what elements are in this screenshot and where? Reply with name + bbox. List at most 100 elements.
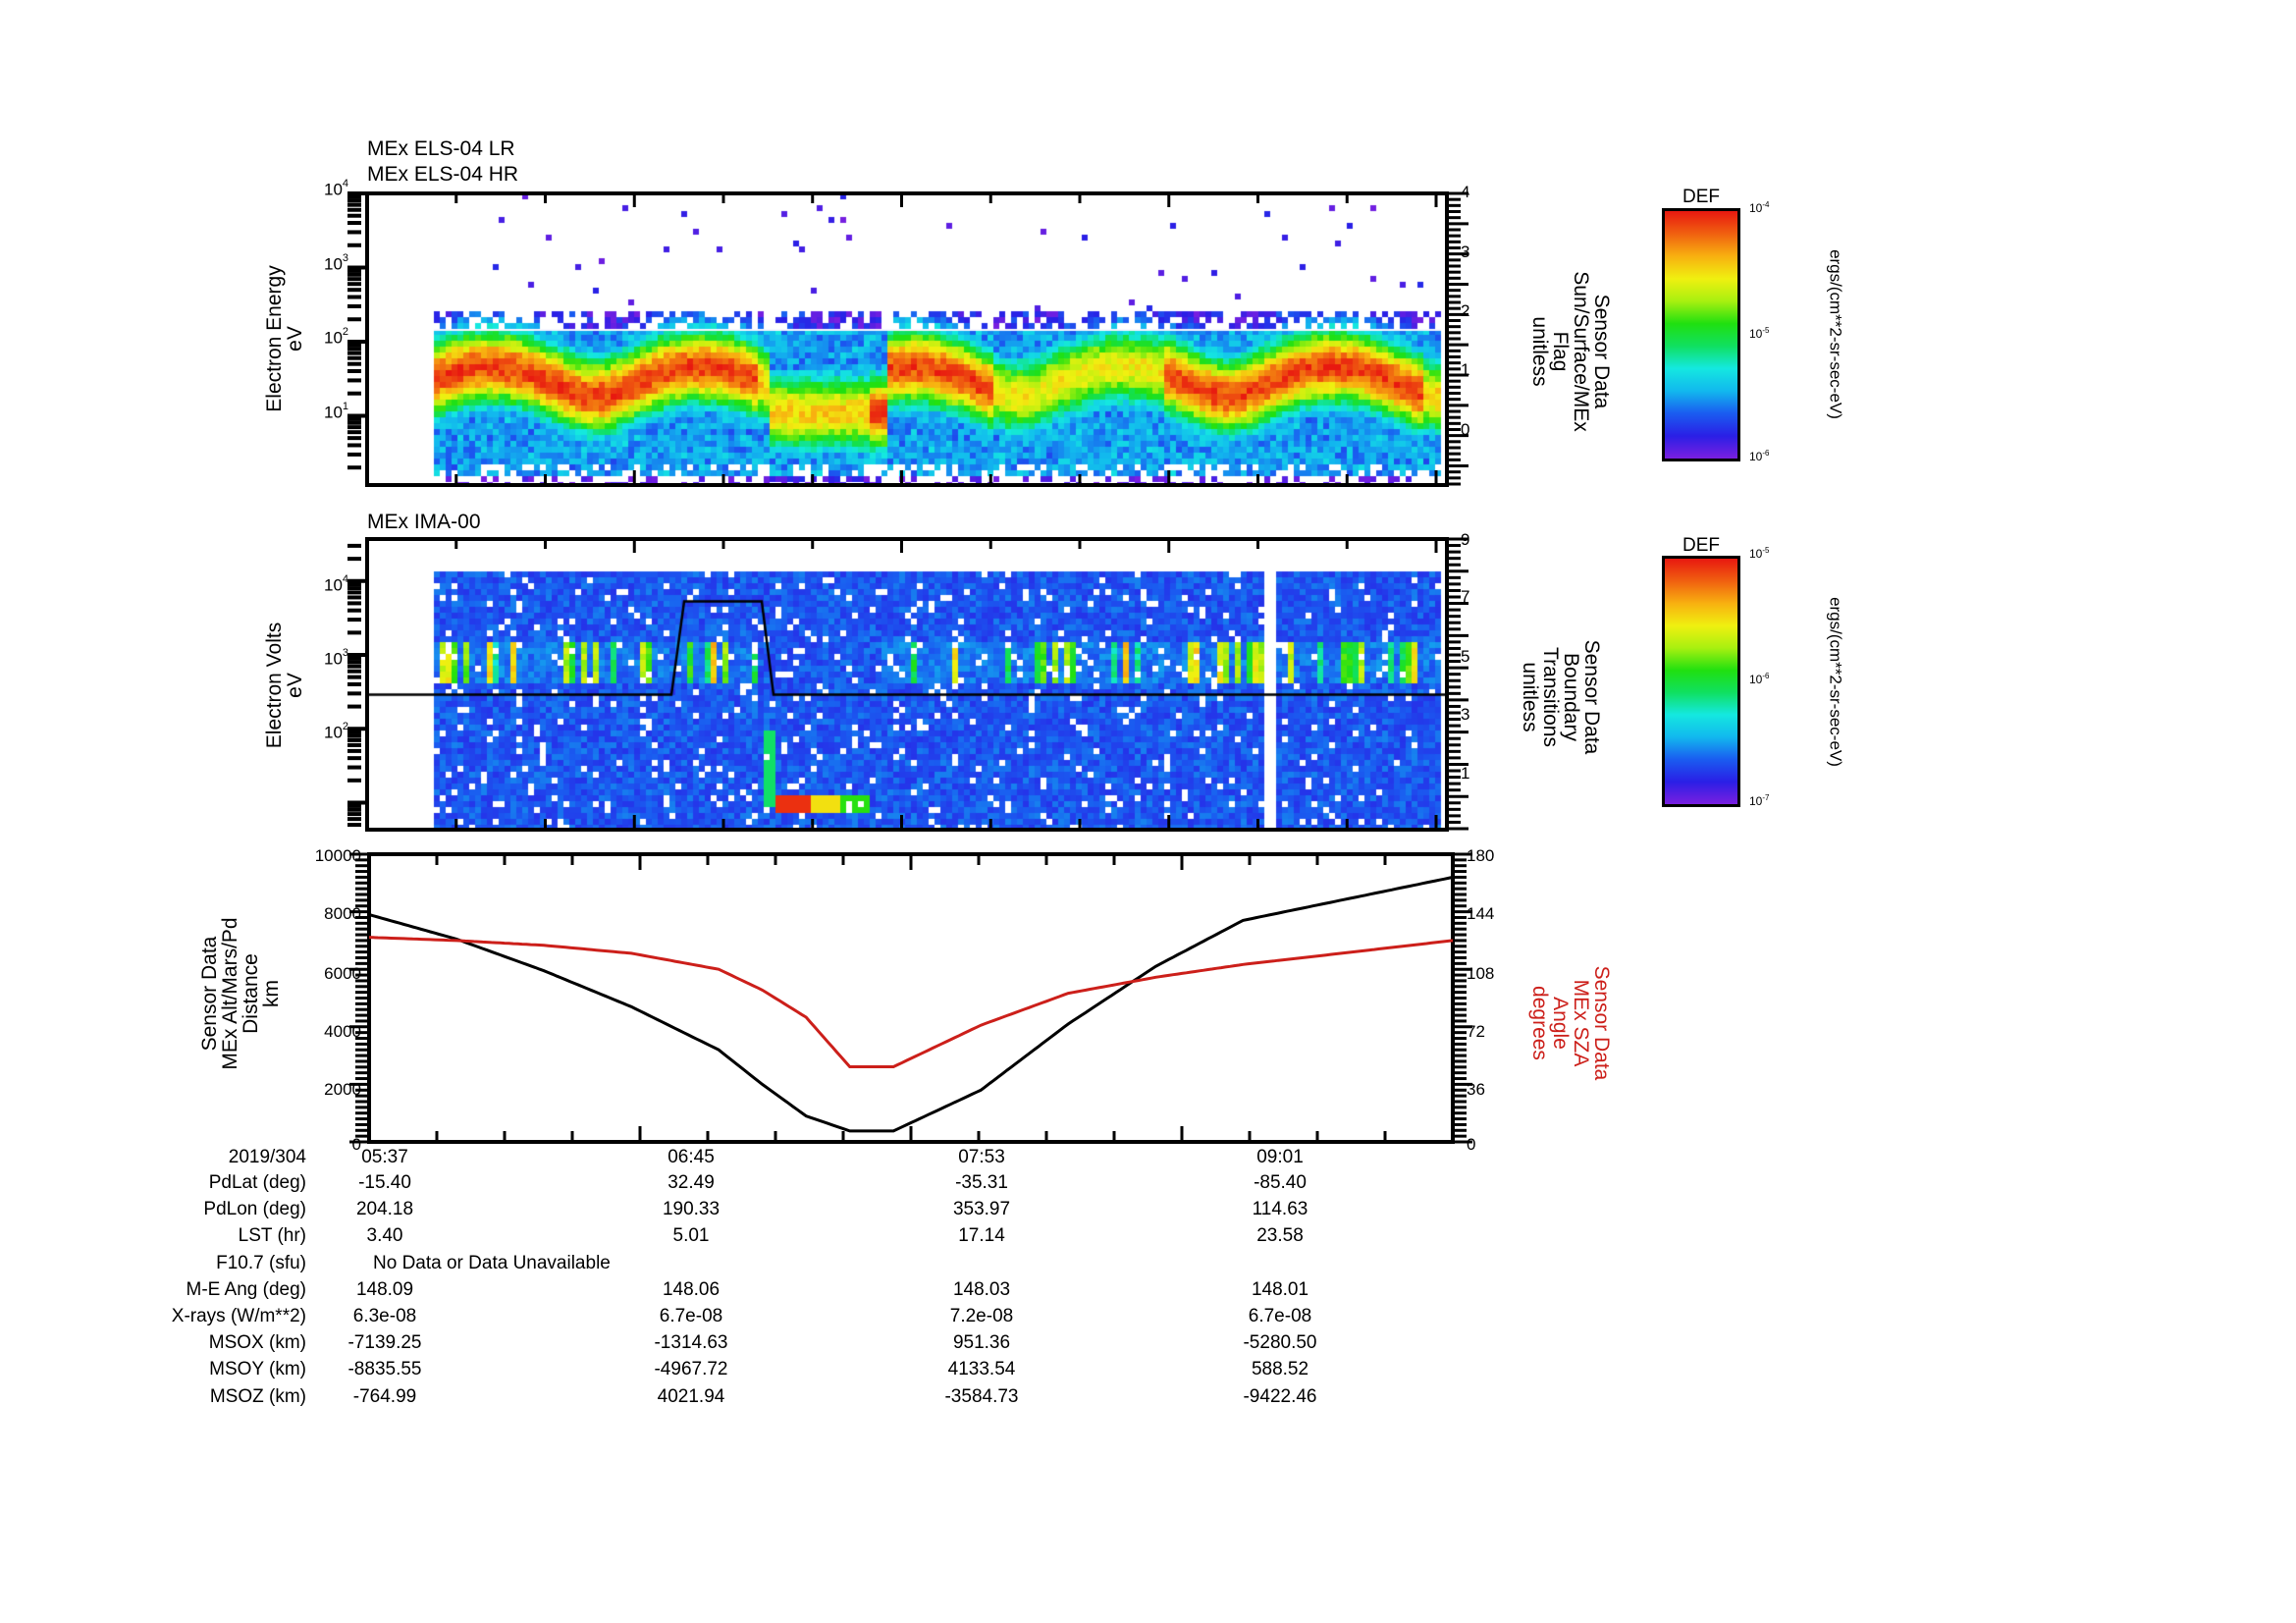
orbit-ytick-4000: 4000 [324, 1022, 361, 1041]
orbit-line-plot [349, 852, 1472, 1144]
els-ytick-1e3: 103 [324, 252, 349, 274]
els-title-hr: MEx ELS-04 HR [367, 163, 519, 186]
ephem-value: -7139.25 [347, 1332, 422, 1354]
ima-y2label-line2: Boundary [1560, 653, 1582, 741]
orbit-ytick-8000: 8000 [324, 904, 361, 923]
ephem-row: PdLon (deg) 204.18 190.33 353.97 114.63 [0, 1199, 2296, 1224]
ephem-value: 148.01 [1251, 1278, 1309, 1300]
ephem-row: LST (hr) 3.40 5.01 17.14 23.58 [0, 1225, 2296, 1251]
ephem-value: 6.7e-08 [659, 1306, 723, 1326]
ephem-time-2: 06:45 [667, 1147, 715, 1167]
ephem-value: 148.09 [355, 1278, 414, 1300]
ephem-date-label: 2019/304 [228, 1147, 306, 1167]
ephem-row: MSOY (km) -8835.55 -4967.72 4133.54 588.52 [0, 1359, 2296, 1384]
ephem-value: 353.97 [952, 1199, 1011, 1220]
ephem-value: 17.14 [958, 1225, 1005, 1247]
orbit-ytick-2000: 2000 [324, 1080, 361, 1099]
orbit-ylabel-line1: Sensor Data [198, 936, 221, 1052]
ima-y2label-line1: Sensor Data [1580, 639, 1603, 755]
ima-title: MEx IMA-00 [367, 511, 481, 533]
els-ytick-1e1: 101 [324, 401, 349, 422]
ephem-row-label: PdLat (deg) [208, 1172, 306, 1193]
orbit-y2tick-0: 0 [1467, 1135, 1476, 1154]
ephem-value: -764.99 [352, 1385, 417, 1407]
els-colorbar [1662, 208, 1740, 461]
ephem-value: 4133.54 [947, 1359, 1016, 1380]
ephem-value: -4967.72 [654, 1359, 728, 1380]
els-cbar-tick-max: 10-4 [1749, 200, 1770, 215]
els-y2label-line4: unitless [1528, 316, 1551, 387]
ephem-row: F10.7 (sfu) No Data or Data Unavailable [0, 1253, 2296, 1278]
ima-ytick-1e3: 103 [324, 647, 349, 669]
ephem-value: -8835.55 [347, 1359, 422, 1380]
orbit-ytick-10000: 10000 [314, 846, 361, 865]
ima-colorbar [1662, 556, 1740, 807]
els-ytick-1e2: 102 [324, 326, 349, 348]
ephem-value: 7.2e-08 [949, 1306, 1014, 1326]
orbit-y2label-line4: degrees [1528, 986, 1551, 1060]
ima-cbar-tick-min: 10-7 [1749, 793, 1770, 808]
ima-colorbar-title: DEF [1682, 535, 1720, 556]
ephem-row-label: PdLon (deg) [203, 1199, 306, 1220]
ephem-time-4: 09:01 [1256, 1147, 1304, 1167]
ima-y2tick-7: 7 [1461, 587, 1470, 606]
ephem-time-1: 05:37 [361, 1147, 408, 1167]
ephem-row-label: M-E Ang (deg) [186, 1278, 307, 1300]
ephem-value: 3.40 [366, 1225, 403, 1247]
els-y2label-line3: Flag [1549, 331, 1572, 372]
ima-y2label-line3: Transitions [1539, 647, 1562, 747]
orbit-ytick-0: 0 [351, 1135, 361, 1154]
ima-y2tick-5: 5 [1461, 647, 1470, 666]
ephem-row-label: F10.7 (sfu) [216, 1252, 306, 1273]
els-ylabel-line2: eV [284, 326, 306, 352]
ephem-row: MSOZ (km) -764.99 4021.94 -3584.73 -9422.46 [0, 1386, 2296, 1412]
orbit-y2label: Sensor Data MEx SZA Angle degrees [1528, 925, 1613, 1121]
ephem-value: 23.58 [1256, 1225, 1304, 1247]
ima-y2tick-1: 1 [1461, 764, 1470, 783]
orbit-y2tick-144: 144 [1467, 904, 1495, 923]
ephem-value: -35.31 [955, 1172, 1008, 1193]
ephem-row-label: MSOZ (km) [209, 1385, 306, 1407]
ephem-time-3: 07:53 [958, 1147, 1005, 1167]
els-frame [365, 191, 1449, 487]
els-ytick-1e4: 104 [324, 178, 349, 199]
els-ylabel-line1: Electron Energy [263, 265, 286, 412]
orbit-ylabel-line3: Distance [240, 953, 262, 1034]
els-colorbar-title: DEF [1682, 187, 1720, 207]
els-y2label-line1: Sensor Data [1590, 294, 1613, 409]
ephem-row-label: LST (hr) [238, 1225, 306, 1247]
ima-y2tick-3: 3 [1461, 705, 1470, 724]
ephem-value: -85.40 [1254, 1172, 1307, 1193]
ephem-value: 204.18 [355, 1199, 414, 1220]
sza-line [368, 936, 1454, 1068]
ima-frame [365, 537, 1449, 832]
ephem-value: 32.49 [667, 1172, 715, 1193]
els-y2label-line2: Sun/Surface/MEx [1570, 271, 1592, 432]
ephem-value: 6.3e-08 [352, 1306, 417, 1326]
els-title-lr: MEx ELS-04 LR [367, 137, 515, 160]
ephem-value: 148.06 [662, 1278, 721, 1300]
altitude-line [368, 875, 1454, 1133]
els-colorbar-unit: ergs/(cm**2-sr-sec-eV) [1826, 249, 1845, 419]
ima-y2label: Sensor Data Boundary Transitions unitles… [1519, 599, 1603, 795]
ima-cbar-tick-max: 10-5 [1749, 546, 1770, 561]
orbit-y2label-line1: Sensor Data [1590, 965, 1613, 1081]
ephem-value: 148.03 [952, 1278, 1011, 1300]
ima-spectrogram [367, 539, 1447, 829]
ephem-value: 4021.94 [657, 1385, 725, 1407]
orbit-ylabel-line2: MEx Alt/Mars/Pd [219, 917, 241, 1070]
ima-cbar-tick-mid: 10-6 [1749, 672, 1770, 686]
ephem-value: 190.33 [662, 1199, 721, 1220]
orbit-ytick-6000: 6000 [324, 964, 361, 983]
ephem-value: 588.52 [1251, 1359, 1309, 1380]
els-ylabel: Electron Energy eV [263, 241, 306, 437]
ephem-row: X-rays (W/m**2) 6.3e-08 6.7e-08 7.2e-08 6.7e… [0, 1306, 2296, 1331]
ima-ylabel-line2: eV [284, 673, 306, 698]
orbit-ylabel-line4: km [260, 980, 283, 1007]
els-y2tick-1: 1 [1461, 360, 1470, 379]
ephem-row-time: 2019/304 05:37 06:45 07:53 09:01 [0, 1147, 2296, 1172]
els-y2tick-0: 0 [1461, 420, 1470, 439]
orbit-y2label-line2: MEx SZA [1570, 979, 1592, 1067]
els-y2label: Sensor Data Sun/Surface/MEx Flag unitles… [1528, 234, 1613, 469]
orbit-y2label-line3: Angle [1549, 997, 1572, 1050]
